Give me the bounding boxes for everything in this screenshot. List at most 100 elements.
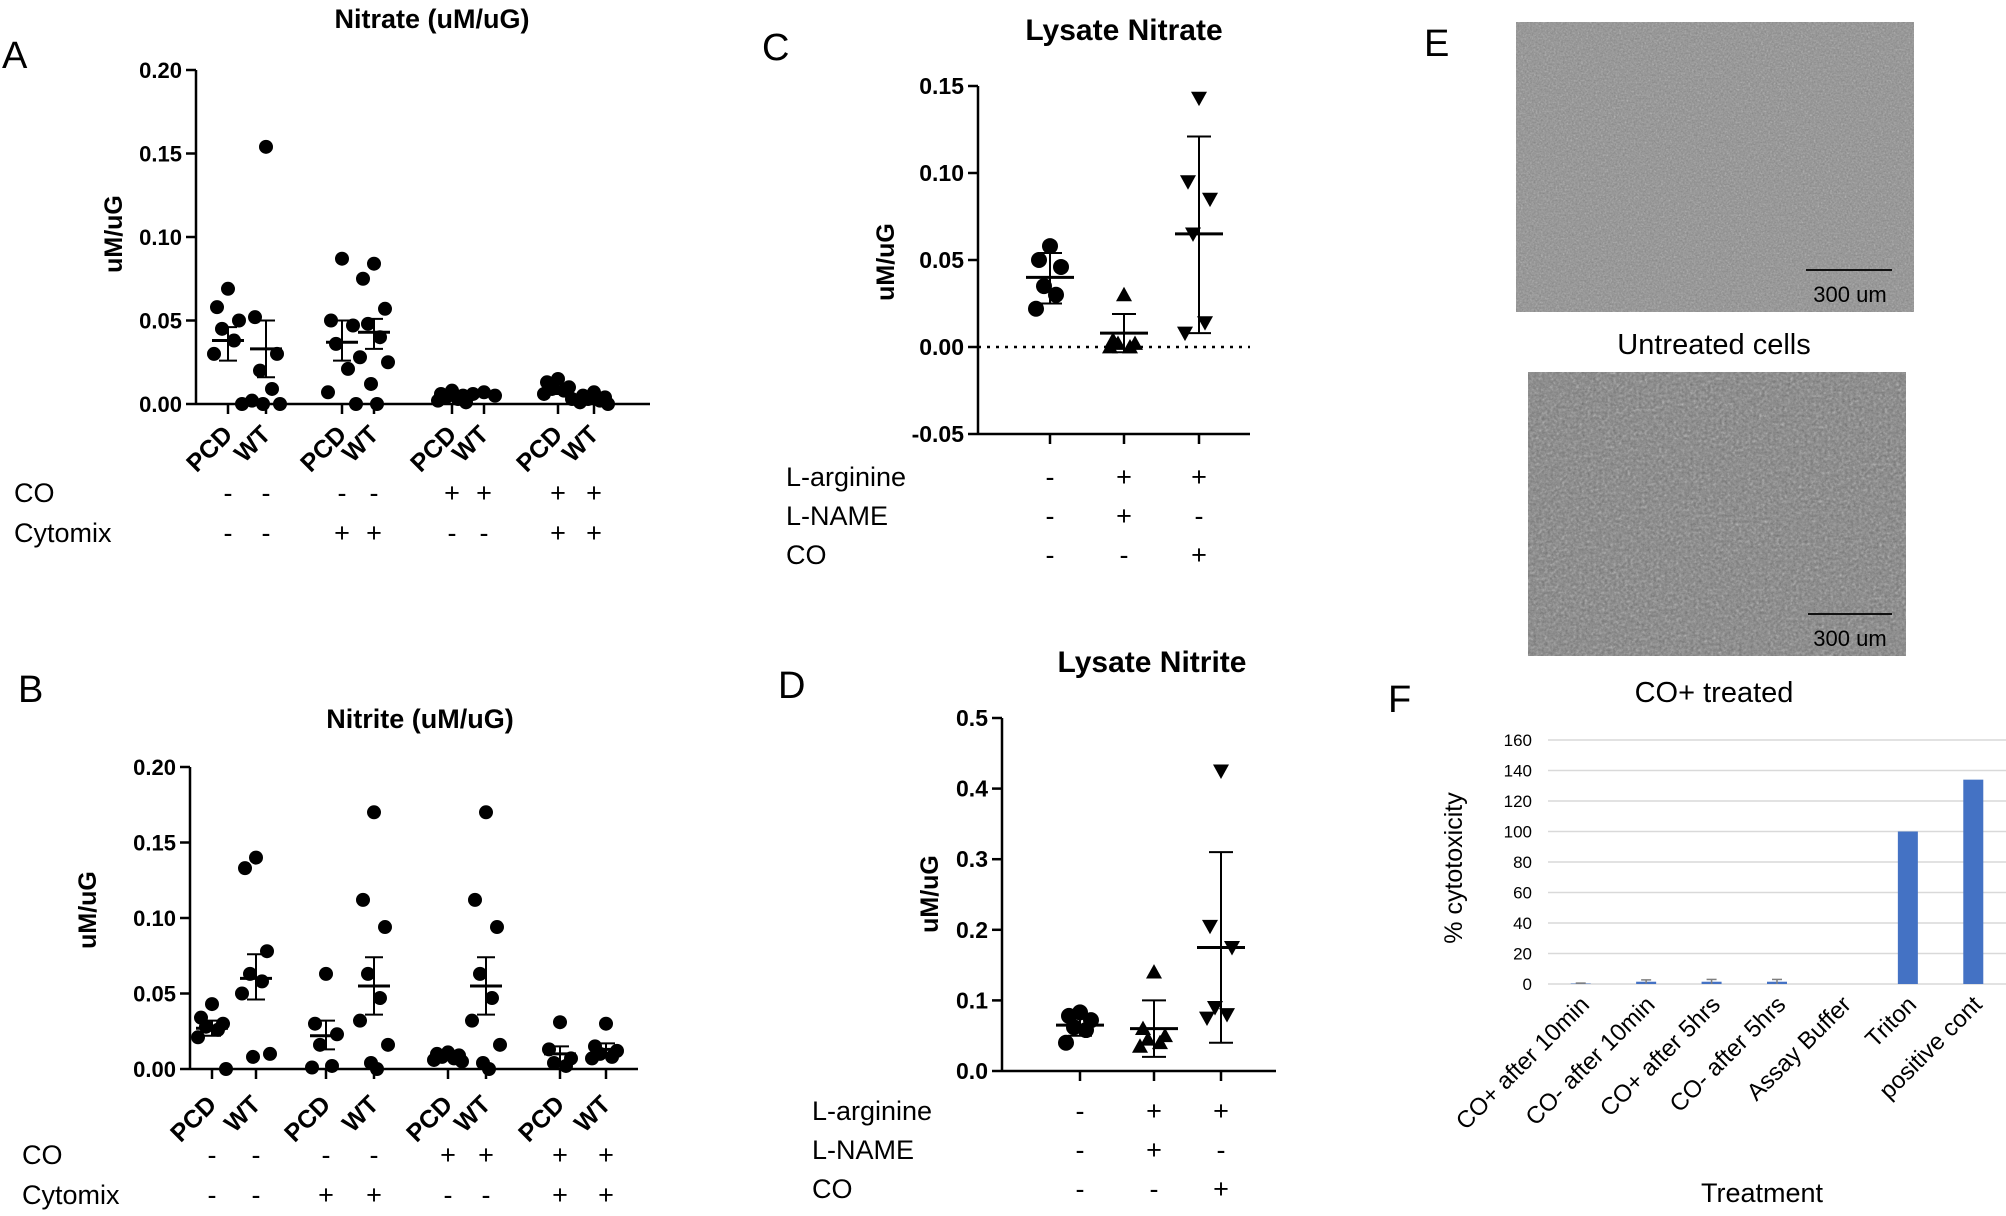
data-point: [373, 330, 387, 345]
y-tick-label: 0: [1523, 975, 1532, 994]
data-point: [245, 393, 259, 408]
category-label: WT: [219, 1090, 266, 1137]
scalebar-label: 300 um: [1813, 626, 1886, 651]
condition-sign: -: [224, 478, 233, 508]
chart-title: Lysate Nitrite: [1058, 646, 1247, 679]
y-tick-label: 0.15: [139, 142, 182, 167]
data-point: [349, 397, 363, 411]
y-tick-label: 0.1: [956, 987, 988, 1013]
data-point: [260, 944, 274, 959]
condition-sign: -: [224, 518, 233, 548]
condition-sign: -: [1195, 501, 1204, 531]
data-point: [211, 1022, 225, 1037]
data-point: [235, 986, 249, 1001]
data-point: [1053, 258, 1069, 275]
data-point: [361, 316, 375, 331]
y-tick-label: 40: [1513, 914, 1532, 933]
condition-sign: -: [1150, 1174, 1159, 1204]
chart-lysate-nitrate: Lysate Nitrate uM/uG -0.05 0.00 0.05 0.10 0.15…: [786, 14, 1250, 570]
data-point: [263, 1046, 277, 1061]
condition-sign: +: [1116, 501, 1132, 531]
data-point: [219, 1062, 233, 1076]
panel-letter-a: A: [2, 35, 28, 77]
micrograph-caption-co-treated: CO+ treated: [1635, 677, 1794, 709]
data-point: [361, 966, 375, 981]
y-tick-label: 0.3: [956, 846, 988, 872]
micrograph-untreated-image: 300 um: [1516, 22, 1914, 312]
data-point: [321, 385, 335, 400]
data-point: [270, 346, 284, 361]
data-point: [468, 892, 482, 907]
bar: [1897, 831, 1918, 984]
data-point: [335, 251, 349, 266]
y-tick-label: 0.05: [919, 247, 964, 273]
condition-sign: +: [552, 1140, 568, 1170]
data-point: [353, 350, 367, 365]
y-tick-label: 60: [1513, 884, 1532, 903]
data-point: [329, 336, 343, 351]
y-tick-label: 100: [1504, 823, 1532, 842]
data-point: [255, 974, 269, 989]
category-label: WT: [337, 1090, 384, 1137]
data-point: [1199, 1011, 1215, 1027]
category-label: WT: [557, 420, 604, 467]
condition-sign: +: [440, 1140, 456, 1170]
data-point: [559, 1058, 573, 1073]
data-point: [601, 397, 615, 411]
data-point: [1219, 1008, 1235, 1023]
data-point: [1207, 1001, 1223, 1016]
data-point: [1140, 1031, 1156, 1046]
data-point: [221, 281, 235, 296]
y-tick-label: 20: [1513, 945, 1532, 964]
data-point: [1202, 919, 1218, 935]
data-point: [248, 310, 262, 325]
data-point: [249, 850, 263, 865]
y-tick-label: 0.00: [139, 392, 182, 417]
micrograph-caption-untreated: Untreated cells: [1617, 329, 1810, 361]
y-tick-label: 0.20: [133, 755, 176, 780]
y-tick-label: 80: [1513, 853, 1532, 872]
category-label: Triton: [1860, 991, 1922, 1053]
condition-label: CO: [812, 1174, 853, 1204]
category-label: WT: [229, 420, 276, 467]
panel-letter-e: E: [1424, 23, 1449, 65]
condition-sign: +: [366, 1180, 382, 1210]
condition-sign: -: [1076, 1174, 1085, 1204]
data-point: [553, 1015, 567, 1030]
data-point: [1102, 339, 1118, 354]
data-point: [346, 318, 360, 333]
chart-nitrite: Nitrite (uM/uG) uM/uG 0.00 0.05 0.10 0.15 0.20…: [22, 704, 638, 1210]
data-point: [1177, 326, 1193, 342]
data-point: [490, 920, 504, 935]
data-point: [265, 381, 279, 396]
condition-sign: +: [550, 478, 566, 508]
data-point: [308, 1016, 322, 1031]
condition-sign: -: [1046, 540, 1055, 570]
data-point: [1180, 175, 1196, 190]
data-point: [325, 1058, 339, 1073]
data-point: [1058, 1034, 1074, 1051]
condition-sign: +: [478, 1140, 494, 1170]
condition-sign: -: [252, 1180, 261, 1210]
condition-sign: -: [482, 1180, 491, 1210]
y-tick-label: 0.15: [133, 831, 176, 856]
condition-sign: -: [252, 1140, 261, 1170]
data-point: [1036, 278, 1052, 295]
data-point: [319, 966, 333, 981]
data-point: [378, 920, 392, 935]
data-point: [238, 861, 252, 876]
data-point: [465, 1013, 479, 1028]
condition-sign: -: [370, 1140, 379, 1170]
data-point: [313, 1037, 327, 1052]
y-tick-label: 120: [1504, 792, 1532, 811]
data-point: [356, 892, 370, 907]
panel-letter-f: F: [1388, 679, 1411, 721]
data-point: [605, 1049, 619, 1064]
condition-sign: -: [1076, 1135, 1085, 1165]
condition-sign: +: [1146, 1096, 1162, 1126]
data-point: [370, 1062, 384, 1076]
data-point: [364, 376, 378, 391]
y-tick-label: 0.5: [956, 705, 988, 731]
